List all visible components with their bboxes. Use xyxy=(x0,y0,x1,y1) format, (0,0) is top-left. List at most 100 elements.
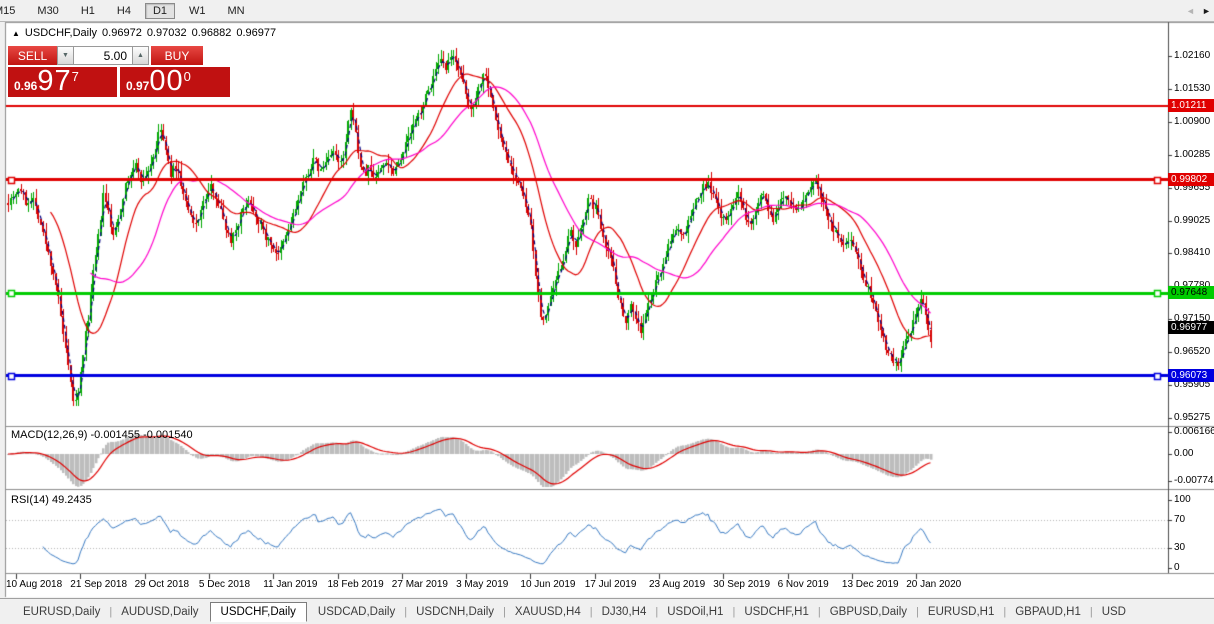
price-tick-label: 0.95275 xyxy=(1174,411,1211,423)
chart-tab-gbpusd-daily[interactable]: GBPUSD,Daily xyxy=(829,605,908,618)
tab-separator: | xyxy=(589,605,593,618)
tab-separator: | xyxy=(1003,605,1007,618)
tab-separator: | xyxy=(1089,605,1093,618)
timeframe-button-d1[interactable]: D1 xyxy=(144,2,175,19)
tab-scroll-left-icon[interactable]: ◄ xyxy=(1186,6,1195,16)
date-tick-label: 10 Jun 2019 xyxy=(520,579,576,590)
date-tick-label: 10 Aug 2018 xyxy=(6,579,63,590)
timeframe-toolbar: M15 M30 H1 H4 D1 W1 MN xyxy=(0,0,1214,22)
sell-button[interactable]: SELL xyxy=(8,46,57,65)
buy-price-sup: 0 xyxy=(183,69,191,84)
chart-tab-bar: EURUSD,Daily | AUDUSD,Daily USDCHF,Daily USD… xyxy=(0,598,1214,624)
one-click-trade-panel: SELL ▼ 5.00 ▲ BUY 0.96 97 7 0.97 00 0 xyxy=(8,46,230,97)
chart-tab-usdcnh-daily[interactable]: USDCNH,Daily xyxy=(416,605,495,618)
volume-up-button[interactable]: ▲ xyxy=(132,46,149,65)
price-tick-label: 0.99025 xyxy=(1174,214,1211,226)
level-price-label: 0.97648 xyxy=(1168,286,1214,299)
date-tick-label: 23 Aug 2019 xyxy=(649,579,706,590)
chart-header: ▲ USDCHF,Daily 0.96972 0.97032 0.96882 0.9697… xyxy=(12,27,276,39)
level-price-label: 0.96073 xyxy=(1168,368,1214,382)
chart-tab-usdcad-daily[interactable]: USDCAD,Daily xyxy=(317,605,396,618)
macd-axis-label: 0.00 xyxy=(1174,448,1194,459)
tab-scroll-right-icon[interactable]: ► xyxy=(1202,6,1211,16)
chart-tab-dj30-h4[interactable]: DJ30,H4 xyxy=(601,605,647,618)
volume-down-button[interactable]: ▼ xyxy=(57,46,74,65)
date-tick-label: 11 Jan 2019 xyxy=(263,579,318,590)
tab-separator: | xyxy=(503,605,506,618)
buy-price-display[interactable]: 0.97 00 0 xyxy=(120,67,230,97)
tab-separator: | xyxy=(655,605,659,618)
chart-tab-usdchf-daily[interactable]: USDCHF,Daily xyxy=(209,601,307,622)
ohlc-high: 0.97032 xyxy=(146,27,187,39)
tab-separator: | xyxy=(817,605,821,618)
buy-price-prefix: 0.97 xyxy=(126,79,150,93)
chart-tab-eurusd-daily[interactable]: EURUSD,Daily xyxy=(23,605,101,618)
timeframe-button-m30[interactable]: M30 xyxy=(37,4,59,17)
macd-indicator-label: MACD(12,26,9) -0.001455 -0.001540 xyxy=(11,429,193,441)
price-tick-label: 0.96520 xyxy=(1174,346,1211,358)
timeframe-button-w1[interactable]: W1 xyxy=(189,4,206,17)
macd-value-signal: -0.001540 xyxy=(143,429,193,441)
buy-button[interactable]: BUY xyxy=(151,46,203,65)
ohlc-close: 0.96977 xyxy=(236,27,277,39)
rsi-axis-label: 70 xyxy=(1174,514,1186,526)
chart-tab-eurusd-h1[interactable]: EURUSD,H1 xyxy=(927,605,995,618)
price-tick-label: 1.00285 xyxy=(1174,148,1211,160)
date-tick-label: 17 Jul 2019 xyxy=(584,579,637,590)
price-tick-label: 0.99655 xyxy=(1174,181,1211,193)
macd-axis-label: -0.007745 xyxy=(1174,475,1214,487)
timeframe-button-mn[interactable]: MN xyxy=(227,4,245,17)
date-tick-label: 13 Dec 2019 xyxy=(841,579,899,590)
chart-tab-gbpaud-h1[interactable]: GBPAUD,H1 xyxy=(1015,605,1081,618)
macd-axis-label: 0.006166 xyxy=(1174,426,1214,438)
timeframe-button-h4[interactable]: H4 xyxy=(116,4,131,17)
chart-tab-audusd-daily[interactable]: AUDUSD,Daily xyxy=(121,605,199,618)
sell-price-big: 97 xyxy=(37,65,72,97)
price-tick-label: 1.00900 xyxy=(1174,116,1211,128)
price-tick-label: 1.02160 xyxy=(1174,50,1211,62)
timeframe-button-m15[interactable]: M15 xyxy=(0,4,16,17)
tab-separator: | xyxy=(732,605,736,618)
date-tick-label: 18 Feb 2019 xyxy=(327,579,384,590)
price-tick-label: 0.98410 xyxy=(1174,246,1211,258)
date-tick-label: 21 Sep 2018 xyxy=(70,579,128,590)
buy-price-big: 00 xyxy=(149,65,184,97)
rsi-value: 49.2435 xyxy=(51,494,92,506)
price-tick-label: 0.97780 xyxy=(1174,280,1210,291)
ohlc-low: 0.96882 xyxy=(191,27,232,39)
sell-price-prefix: 0.96 xyxy=(14,79,38,93)
price-tick-label: 1.01530 xyxy=(1174,83,1211,95)
symbol-title: USDCHF,Daily xyxy=(24,27,98,39)
date-tick-label: 27 Mar 2019 xyxy=(391,579,448,590)
collapse-trade-panel-icon[interactable]: ▲ xyxy=(12,29,20,38)
timeframe-button-h1[interactable]: H1 xyxy=(80,4,95,17)
rsi-axis-label: 0 xyxy=(1174,562,1180,573)
chart-tab-usdchf-h1[interactable]: USDCHF,H1 xyxy=(744,605,809,618)
ohlc-open: 0.96972 xyxy=(102,27,142,39)
date-tick-label: 30 Sep 2019 xyxy=(713,579,771,590)
level-price-label: 0.99802 xyxy=(1168,172,1214,186)
chart-tab-xauusd-h4[interactable]: XAUUSD,H4 xyxy=(514,605,581,618)
rsi-indicator-label: RSI(14) 49.2435 xyxy=(11,494,92,506)
chart-tab-usd[interactable]: USD xyxy=(1101,605,1126,618)
date-tick-label: 20 Jan 2020 xyxy=(906,579,962,590)
macd-value-main: -0.001455 xyxy=(90,429,141,441)
date-tick-label: 5 Dec 2018 xyxy=(198,579,251,590)
date-tick-label: 3 May 2019 xyxy=(456,579,509,590)
tab-separator: | xyxy=(404,605,408,618)
chart-tab-usdoil-h1[interactable]: USDOil,H1 xyxy=(667,605,724,618)
current-price-label: 0.96977 xyxy=(1168,321,1214,335)
sell-price-sup: 7 xyxy=(71,69,79,84)
price-tick-label: 0.95905 xyxy=(1174,378,1211,390)
volume-field[interactable]: 5.00 xyxy=(74,46,132,65)
rsi-axis-label: 30 xyxy=(1174,541,1186,553)
date-tick-label: 6 Nov 2019 xyxy=(777,579,829,590)
tab-separator: | xyxy=(109,605,113,618)
date-tick-label: 29 Oct 2018 xyxy=(134,579,190,590)
sell-price-display[interactable]: 0.96 97 7 xyxy=(8,67,117,97)
tab-separator: | xyxy=(916,605,919,618)
level-price-label: 1.01211 xyxy=(1168,98,1214,112)
rsi-axis-label: 100 xyxy=(1174,494,1191,505)
